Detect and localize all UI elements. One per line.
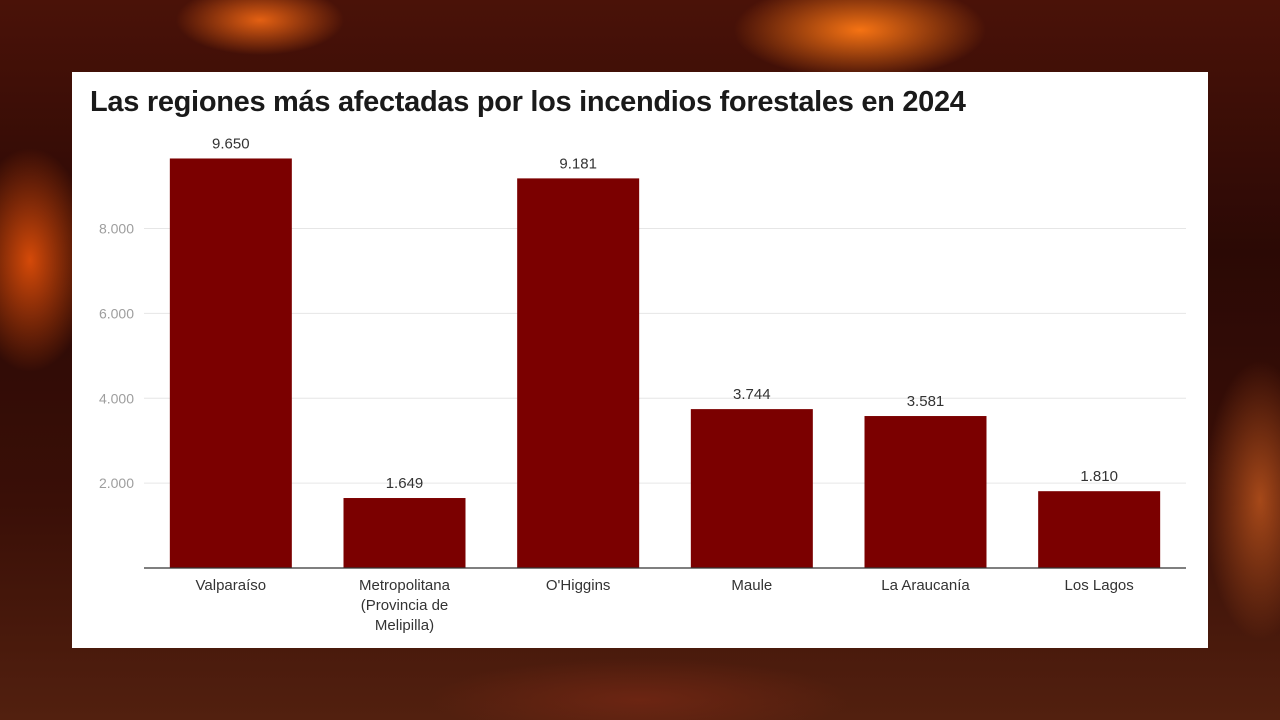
data-label: 9.650	[212, 135, 250, 152]
x-tick-label: Valparaíso	[196, 577, 267, 594]
chart-title: Las regiones más afectadas por los incen…	[90, 86, 966, 118]
y-tick-label: 2.000	[99, 475, 134, 491]
x-tick-label: La Araucanía	[881, 577, 970, 594]
y-tick-label: 4.000	[99, 390, 134, 406]
data-label: 3.581	[907, 393, 945, 410]
data-label: 1.649	[386, 475, 424, 492]
data-label: 3.744	[733, 386, 771, 403]
y-tick-label: 6.000	[99, 305, 134, 321]
bar-chart: 2.000 4.000 6.000 8.000 9.650 Valparaíso 1.649…	[99, 135, 1186, 634]
bar	[1038, 491, 1161, 568]
data-label: 1.810	[1080, 468, 1118, 485]
x-tick-label: O'Higgins	[546, 577, 611, 594]
x-tick-label: Maule	[731, 577, 772, 594]
bar	[864, 416, 987, 568]
data-label: 9.181	[559, 155, 597, 172]
x-tick-label: Los Lagos	[1065, 577, 1134, 594]
bar	[343, 498, 466, 568]
y-tick-label: 8.000	[99, 221, 134, 237]
bar	[169, 158, 292, 568]
bar	[690, 409, 813, 568]
chart-card: Las regiones más afectadas por los incen…	[72, 72, 1208, 648]
bar	[517, 178, 640, 568]
x-tick-label: Metropolitana (Provincia de Melipilla)	[359, 577, 451, 634]
